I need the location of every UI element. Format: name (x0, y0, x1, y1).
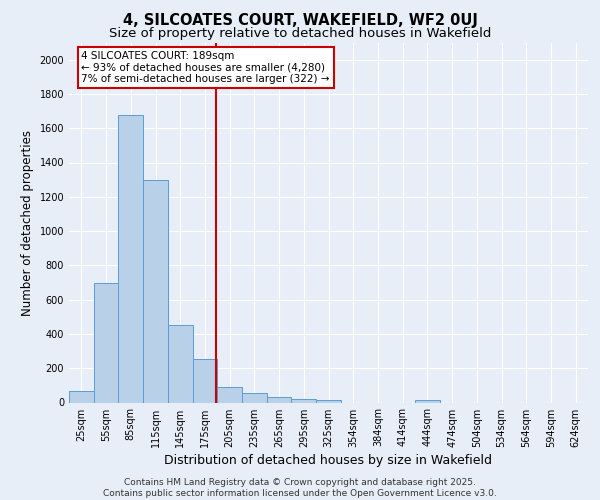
Text: Size of property relative to detached houses in Wakefield: Size of property relative to detached ho… (109, 28, 491, 40)
Bar (118, 114, 143, 403)
Bar (69, 390, 94, 402)
Bar (193, 359, 217, 403)
Text: 4 SILCOATES COURT: 189sqm
← 93% of detached houses are smaller (4,280)
7% of sem: 4 SILCOATES COURT: 189sqm ← 93% of detac… (82, 51, 330, 84)
Bar (168, 326, 193, 402)
Bar (217, 387, 242, 402)
Bar (143, 180, 168, 402)
Bar (292, 399, 316, 402)
X-axis label: Distribution of detached houses by size in Wakefield: Distribution of detached houses by size … (164, 454, 493, 466)
Bar (316, 400, 341, 402)
Bar (415, 400, 440, 402)
Text: Contains HM Land Registry data © Crown copyright and database right 2025.
Contai: Contains HM Land Registry data © Crown c… (103, 478, 497, 498)
Bar (94, 282, 118, 403)
Bar (242, 393, 267, 402)
Bar (267, 398, 292, 402)
Text: 4, SILCOATES COURT, WAKEFIELD, WF2 0UJ: 4, SILCOATES COURT, WAKEFIELD, WF2 0UJ (122, 12, 478, 28)
Y-axis label: Number of detached properties: Number of detached properties (21, 130, 34, 316)
